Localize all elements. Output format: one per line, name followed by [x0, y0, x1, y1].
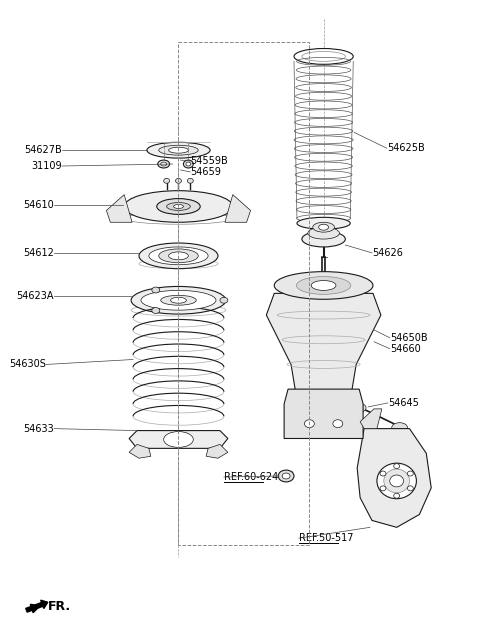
- Text: REF.50-517: REF.50-517: [299, 534, 353, 543]
- Polygon shape: [284, 389, 363, 438]
- Ellipse shape: [170, 297, 186, 303]
- Polygon shape: [225, 195, 251, 222]
- Text: FR.: FR.: [48, 600, 72, 613]
- Ellipse shape: [390, 475, 404, 487]
- Text: 54645: 54645: [388, 398, 419, 408]
- Ellipse shape: [187, 178, 193, 183]
- Ellipse shape: [152, 287, 160, 293]
- Text: 54627B: 54627B: [24, 145, 62, 155]
- Ellipse shape: [149, 247, 208, 265]
- Ellipse shape: [159, 249, 198, 263]
- Ellipse shape: [356, 404, 366, 412]
- Ellipse shape: [408, 486, 413, 491]
- Ellipse shape: [164, 178, 169, 183]
- Ellipse shape: [164, 431, 193, 447]
- Text: 54660: 54660: [390, 343, 420, 354]
- Ellipse shape: [174, 205, 183, 209]
- Ellipse shape: [302, 231, 345, 247]
- Ellipse shape: [124, 191, 233, 222]
- Bar: [179, 42, 309, 545]
- Text: 31109: 31109: [31, 161, 62, 171]
- FancyArrow shape: [26, 600, 48, 612]
- Text: REF.60-624: REF.60-624: [224, 472, 278, 482]
- Ellipse shape: [152, 308, 160, 313]
- Ellipse shape: [176, 178, 181, 183]
- Text: 54610: 54610: [24, 200, 54, 211]
- Ellipse shape: [319, 224, 328, 230]
- Polygon shape: [107, 195, 132, 222]
- Ellipse shape: [313, 222, 335, 232]
- Ellipse shape: [220, 297, 228, 303]
- Text: 54559B: 54559B: [191, 156, 228, 166]
- Ellipse shape: [168, 147, 188, 153]
- Ellipse shape: [384, 469, 409, 493]
- Ellipse shape: [141, 290, 216, 310]
- Ellipse shape: [158, 160, 169, 168]
- Ellipse shape: [394, 464, 400, 469]
- Ellipse shape: [297, 218, 350, 229]
- FancyArrowPatch shape: [29, 605, 39, 612]
- Text: 54633: 54633: [24, 424, 54, 433]
- Ellipse shape: [294, 49, 353, 64]
- Ellipse shape: [308, 227, 339, 239]
- Ellipse shape: [186, 162, 191, 166]
- Polygon shape: [266, 293, 381, 394]
- Ellipse shape: [131, 286, 226, 314]
- Polygon shape: [206, 444, 228, 458]
- Text: 54623A: 54623A: [17, 291, 54, 301]
- Ellipse shape: [161, 162, 167, 166]
- Text: 54626: 54626: [372, 248, 403, 258]
- Ellipse shape: [278, 470, 294, 482]
- Ellipse shape: [157, 198, 200, 214]
- Text: 54612: 54612: [23, 248, 54, 258]
- Ellipse shape: [168, 252, 188, 260]
- Ellipse shape: [392, 422, 408, 433]
- Ellipse shape: [167, 202, 191, 211]
- Ellipse shape: [282, 473, 290, 479]
- Ellipse shape: [183, 160, 193, 168]
- Text: 54625B: 54625B: [387, 143, 424, 153]
- Polygon shape: [129, 431, 228, 448]
- Polygon shape: [129, 444, 151, 458]
- Ellipse shape: [311, 281, 336, 290]
- Ellipse shape: [297, 277, 351, 294]
- Text: 54650B: 54650B: [390, 333, 427, 343]
- Ellipse shape: [302, 51, 345, 62]
- Ellipse shape: [394, 493, 400, 498]
- Ellipse shape: [147, 143, 210, 158]
- Ellipse shape: [159, 145, 198, 155]
- Ellipse shape: [333, 420, 343, 428]
- Ellipse shape: [139, 243, 218, 268]
- Ellipse shape: [274, 272, 373, 299]
- Polygon shape: [357, 429, 431, 527]
- Text: 54659: 54659: [191, 167, 221, 177]
- Ellipse shape: [380, 471, 386, 476]
- Ellipse shape: [304, 420, 314, 428]
- Ellipse shape: [161, 295, 196, 305]
- Text: 54630S: 54630S: [9, 360, 46, 369]
- Ellipse shape: [408, 471, 413, 476]
- Ellipse shape: [380, 486, 386, 491]
- Ellipse shape: [377, 463, 417, 499]
- Polygon shape: [360, 409, 382, 429]
